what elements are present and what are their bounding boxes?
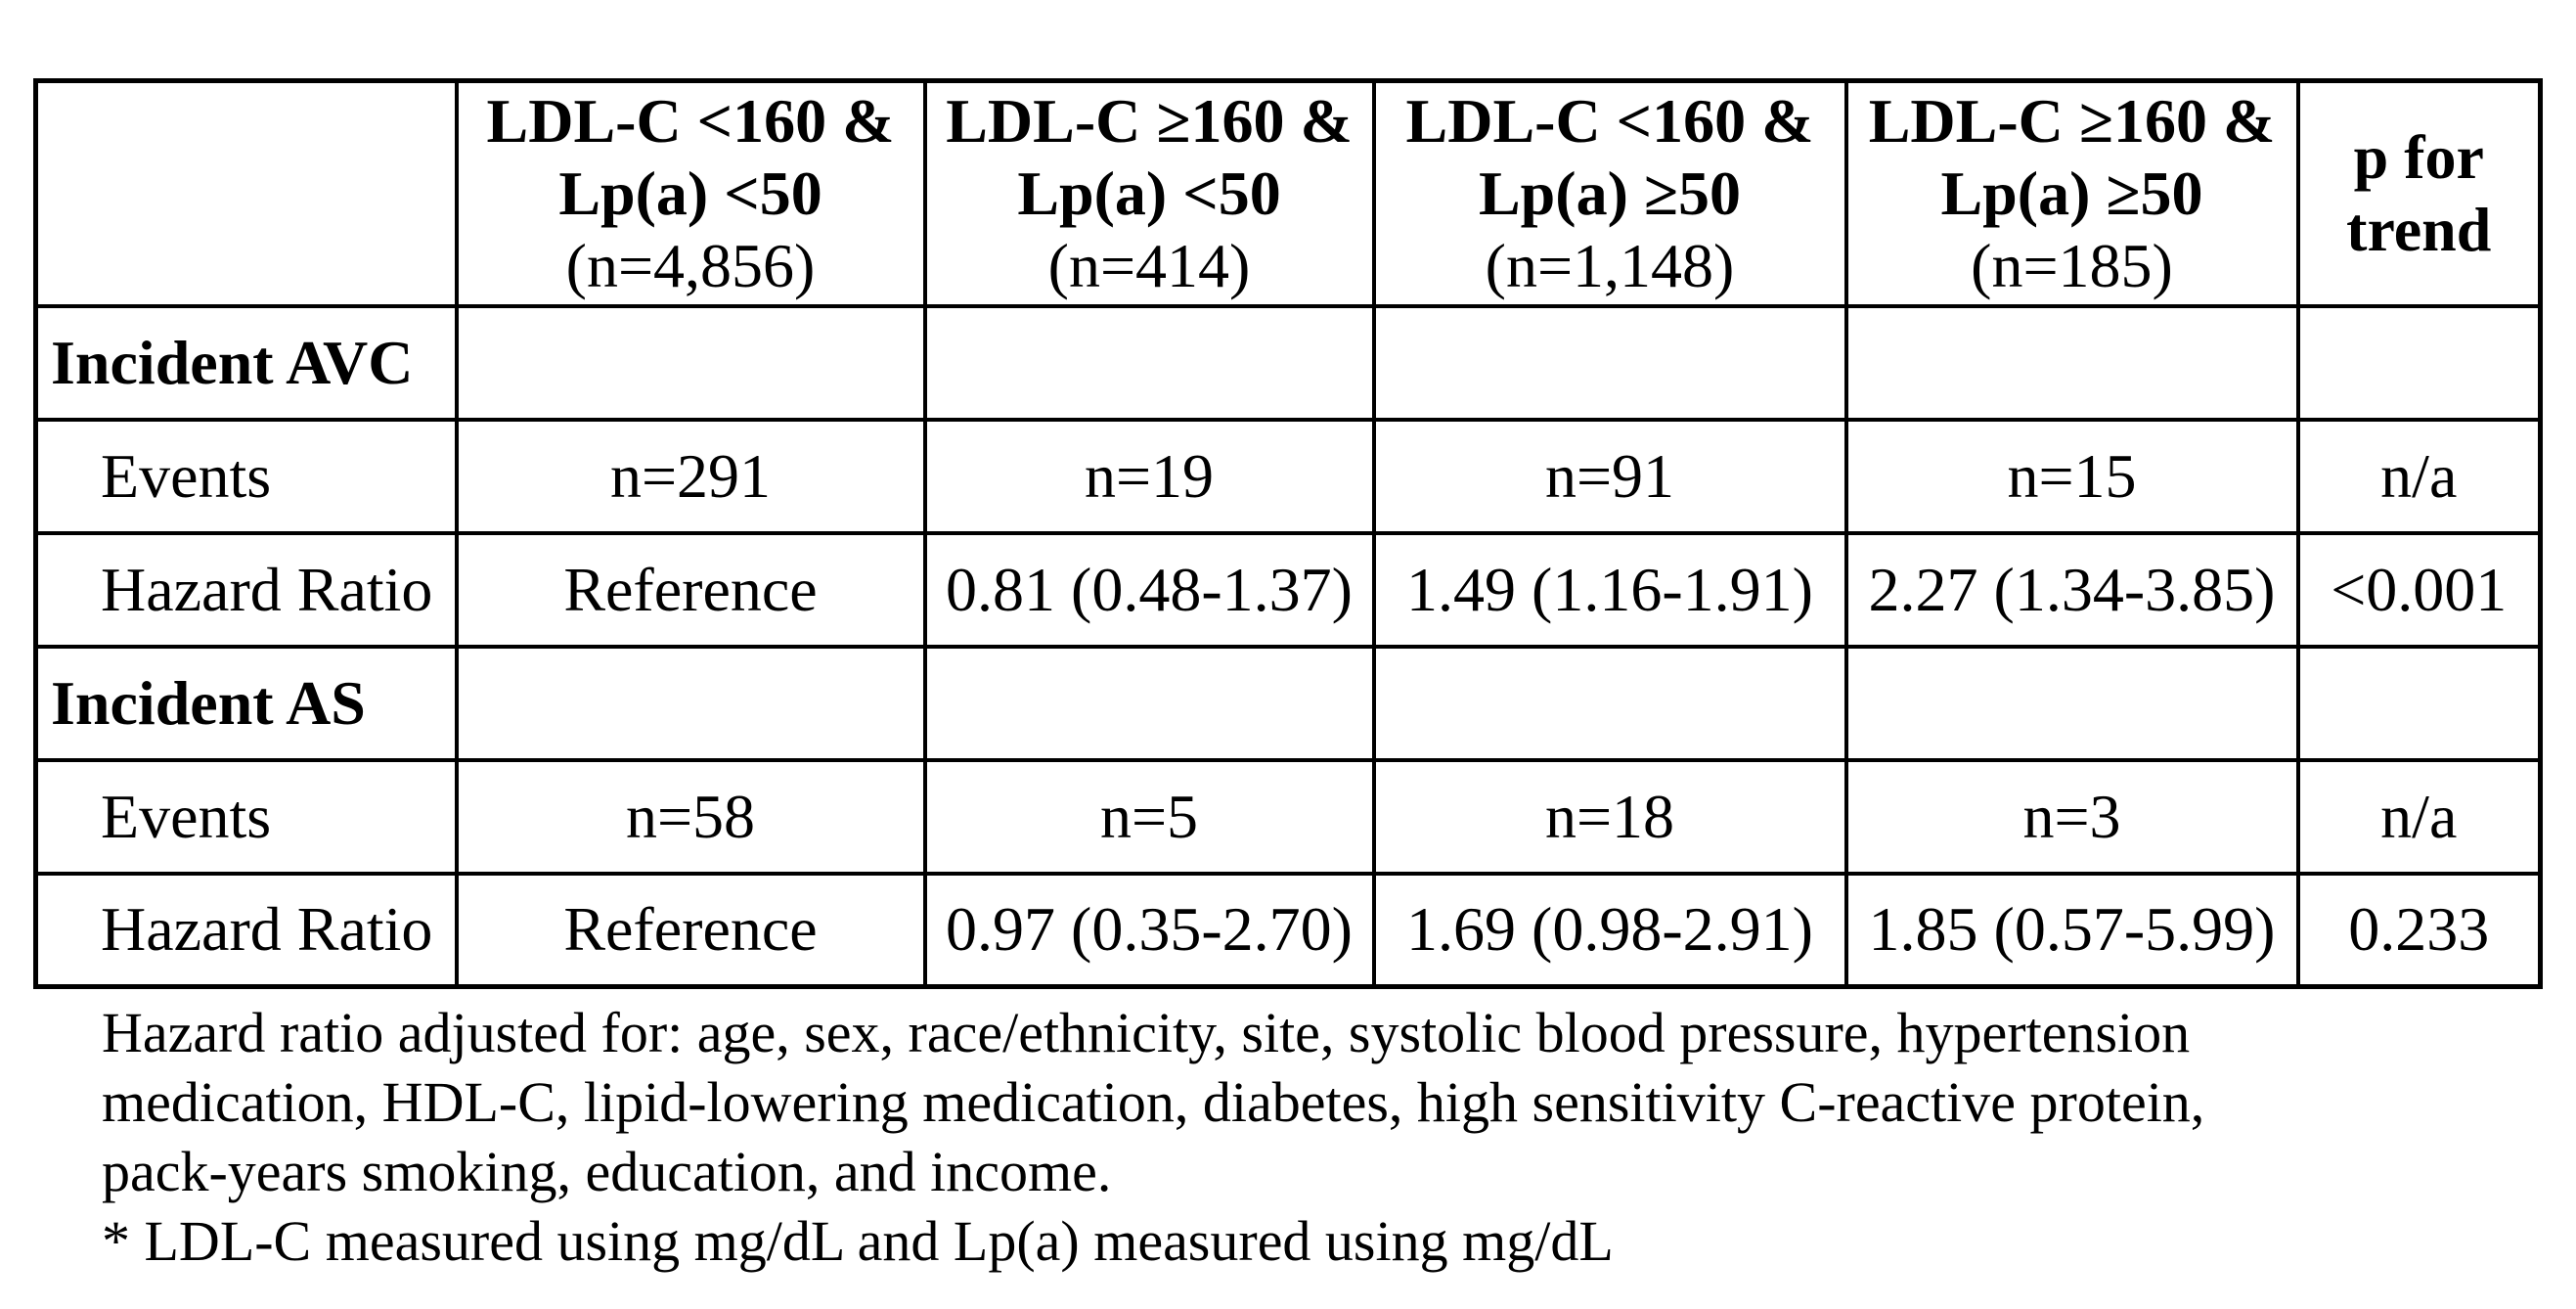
table-cell: n=58: [454, 757, 927, 876]
table-cell: [2295, 644, 2543, 762]
table-cell: n=15: [1843, 417, 2300, 535]
table-footnote: Hazard ratio adjusted for: age, sex, rac…: [102, 998, 2204, 1276]
col-header-ldl-hi-lpa-lo: LDL-C ≥160 & Lp(a) <50 (n=414): [922, 78, 1376, 308]
footnote-line: pack-years smoking, education, and incom…: [102, 1140, 1112, 1203]
col-header-ldl-lo-lpa-hi: LDL-C <160 & Lp(a) ≥50 (n=1,148): [1371, 78, 1848, 308]
section-label: Incident AS: [33, 644, 459, 762]
row-incident-as: Incident AS: [33, 644, 2543, 762]
footnote-line: medication, HDL-C, lipid-lowering medica…: [102, 1070, 2205, 1134]
header-line: LDL-C ≥160 &: [1868, 85, 2276, 156]
col-header-ldl-lo-lpa-lo: LDL-C <160 & Lp(a) <50 (n=4,856): [454, 78, 927, 308]
table-cell: n=19: [922, 417, 1376, 535]
row-as-hazard-ratio: Hazard Ratio Reference 0.97 (0.35-2.70) …: [33, 871, 2543, 989]
table-cell: n/a: [2295, 757, 2543, 876]
section-label: Incident AVC: [33, 303, 459, 422]
table-cell: 1.49 (1.16-1.91): [1371, 530, 1848, 649]
table-cell: n=3: [1843, 757, 2300, 876]
table-cell: n/a: [2295, 417, 2543, 535]
table-cell: n=5: [922, 757, 1376, 876]
header-line: Lp(a) <50: [558, 158, 822, 228]
table-cell: [2295, 303, 2543, 422]
table-cell: [922, 644, 1376, 762]
header-n-line: (n=414): [1047, 230, 1251, 300]
table-cell: 0.97 (0.35-2.70): [922, 871, 1376, 989]
table-cell: 1.69 (0.98-2.91): [1371, 871, 1848, 989]
header-line: LDL-C ≥160 &: [946, 85, 1353, 156]
footnote-line: Hazard ratio adjusted for: age, sex, rac…: [102, 1001, 2191, 1064]
table-cell: [1843, 644, 2300, 762]
table-cell: n=291: [454, 417, 927, 535]
row-label: Hazard Ratio: [33, 530, 459, 649]
header-line: trend: [2346, 194, 2492, 264]
header-line: p for: [2353, 121, 2484, 192]
table-cell: n=91: [1371, 417, 1848, 535]
results-table: LDL-C <160 & Lp(a) <50 (n=4,856) LDL-C ≥…: [33, 78, 2543, 989]
row-incident-avc: Incident AVC: [33, 303, 2543, 422]
table-cell: [922, 303, 1376, 422]
col-header-p-for-trend: p for trend: [2295, 78, 2543, 308]
header-line: Lp(a) ≥50: [1478, 158, 1742, 228]
row-as-events: Events n=58 n=5 n=18 n=3 n/a: [33, 757, 2543, 876]
table-cell: 0.81 (0.48-1.37): [922, 530, 1376, 649]
table-cell: [454, 644, 927, 762]
row-avc-events: Events n=291 n=19 n=91 n=15 n/a: [33, 417, 2543, 535]
header-line: Lp(a) <50: [1017, 158, 1281, 228]
table-cell: [1371, 303, 1848, 422]
header-n-line: (n=185): [1971, 230, 2173, 300]
header-line: Lp(a) ≥50: [1940, 158, 2203, 228]
col-header-ldl-hi-lpa-hi: LDL-C ≥160 & Lp(a) ≥50 (n=185): [1843, 78, 2300, 308]
table-cell: 2.27 (1.34-3.85): [1843, 530, 2300, 649]
row-label: Events: [33, 757, 459, 876]
table-cell: Reference: [454, 871, 927, 989]
footnote-line: * LDL-C measured using mg/dL and Lp(a) m…: [102, 1209, 1614, 1273]
table-cell: 0.233: [2295, 871, 2543, 989]
table-cell: <0.001: [2295, 530, 2543, 649]
header-n-line: (n=1,148): [1485, 230, 1735, 300]
row-label: Hazard Ratio: [33, 871, 459, 989]
table-cell: [454, 303, 927, 422]
table-cell: n=18: [1371, 757, 1848, 876]
row-label: Events: [33, 417, 459, 535]
col-header-empty: [33, 78, 459, 308]
table-cell: Reference: [454, 530, 927, 649]
header-n-line: (n=4,856): [565, 230, 816, 300]
table-cell: [1843, 303, 2300, 422]
row-avc-hazard-ratio: Hazard Ratio Reference 0.81 (0.48-1.37) …: [33, 530, 2543, 649]
header-line: LDL-C <160 &: [486, 85, 895, 156]
table-cell: [1371, 644, 1848, 762]
header-line: LDL-C <160 &: [1405, 85, 1814, 156]
table-cell: 1.85 (0.57-5.99): [1843, 871, 2300, 989]
header-row: LDL-C <160 & Lp(a) <50 (n=4,856) LDL-C ≥…: [33, 78, 2543, 308]
